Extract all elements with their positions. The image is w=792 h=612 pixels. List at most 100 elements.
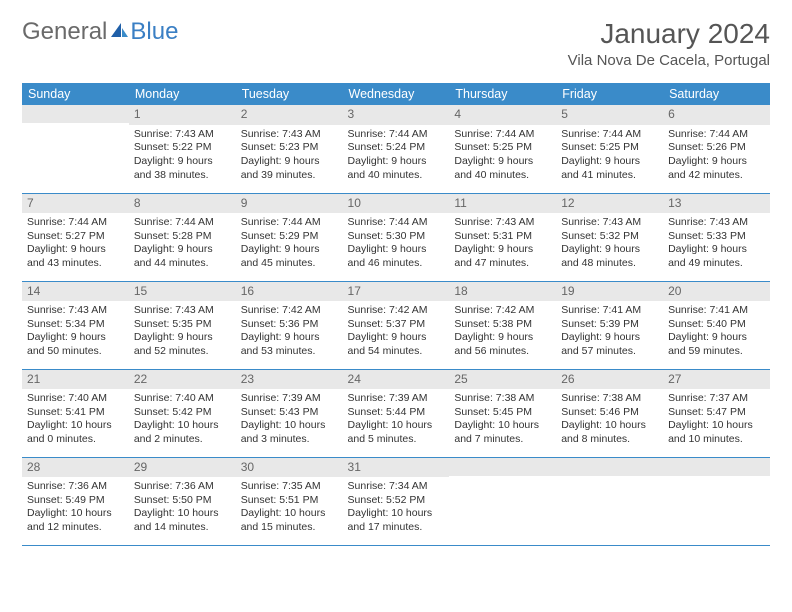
page-title: January 2024 (568, 18, 770, 50)
day-number: 13 (663, 194, 770, 214)
calendar-cell: 7Sunrise: 7:44 AMSunset: 5:27 PMDaylight… (22, 193, 129, 281)
calendar-cell: 21Sunrise: 7:40 AMSunset: 5:41 PMDayligh… (22, 369, 129, 457)
calendar-cell: 20Sunrise: 7:41 AMSunset: 5:40 PMDayligh… (663, 281, 770, 369)
day-number (449, 458, 556, 476)
day-number: 26 (556, 370, 663, 390)
day-line: Daylight: 10 hours (668, 419, 765, 433)
logo-text-general: General (22, 18, 107, 46)
day-line: Sunrise: 7:42 AM (241, 304, 338, 318)
day-line: Sunrise: 7:44 AM (454, 128, 551, 142)
day-line: Sunrise: 7:41 AM (668, 304, 765, 318)
day-line: Daylight: 9 hours (241, 155, 338, 169)
day-line: and 47 minutes. (454, 257, 551, 271)
calendar-cell: 10Sunrise: 7:44 AMSunset: 5:30 PMDayligh… (343, 193, 450, 281)
calendar-cell: 27Sunrise: 7:37 AMSunset: 5:47 PMDayligh… (663, 369, 770, 457)
day-line: Sunrise: 7:44 AM (134, 216, 231, 230)
day-line: Sunset: 5:33 PM (668, 230, 765, 244)
day-line: Sunrise: 7:44 AM (348, 216, 445, 230)
day-line: Sunrise: 7:43 AM (134, 304, 231, 318)
calendar-cell (449, 457, 556, 545)
day-line: Sunset: 5:28 PM (134, 230, 231, 244)
day-number: 4 (449, 105, 556, 125)
day-line: Sunrise: 7:42 AM (348, 304, 445, 318)
day-line: Sunset: 5:22 PM (134, 141, 231, 155)
calendar-cell: 2Sunrise: 7:43 AMSunset: 5:23 PMDaylight… (236, 105, 343, 193)
day-content: Sunrise: 7:37 AMSunset: 5:47 PMDaylight:… (663, 389, 770, 451)
day-line: Daylight: 9 hours (241, 243, 338, 257)
day-line: Sunset: 5:23 PM (241, 141, 338, 155)
day-line: and 40 minutes. (454, 169, 551, 183)
day-number: 21 (22, 370, 129, 390)
day-line: Daylight: 9 hours (561, 243, 658, 257)
day-content: Sunrise: 7:41 AMSunset: 5:39 PMDaylight:… (556, 301, 663, 363)
day-line: Daylight: 10 hours (241, 419, 338, 433)
calendar-cell: 30Sunrise: 7:35 AMSunset: 5:51 PMDayligh… (236, 457, 343, 545)
day-line: Daylight: 9 hours (348, 243, 445, 257)
day-number: 29 (129, 458, 236, 478)
day-line: and 42 minutes. (668, 169, 765, 183)
calendar-cell: 29Sunrise: 7:36 AMSunset: 5:50 PMDayligh… (129, 457, 236, 545)
location-subtitle: Vila Nova De Cacela, Portugal (568, 52, 770, 69)
weekday-header: Monday (129, 83, 236, 105)
day-line: Sunrise: 7:44 AM (668, 128, 765, 142)
day-line: and 40 minutes. (348, 169, 445, 183)
calendar-cell: 8Sunrise: 7:44 AMSunset: 5:28 PMDaylight… (129, 193, 236, 281)
day-line: Daylight: 10 hours (454, 419, 551, 433)
day-line: Sunrise: 7:43 AM (134, 128, 231, 142)
calendar-cell (663, 457, 770, 545)
day-line: Sunset: 5:31 PM (454, 230, 551, 244)
day-line: and 3 minutes. (241, 433, 338, 447)
day-line: Daylight: 9 hours (27, 331, 124, 345)
calendar-cell: 19Sunrise: 7:41 AMSunset: 5:39 PMDayligh… (556, 281, 663, 369)
day-line: Sunset: 5:24 PM (348, 141, 445, 155)
day-number: 11 (449, 194, 556, 214)
day-content: Sunrise: 7:42 AMSunset: 5:37 PMDaylight:… (343, 301, 450, 363)
logo-text-blue: Blue (130, 18, 178, 46)
day-line: Sunset: 5:25 PM (561, 141, 658, 155)
calendar-cell: 26Sunrise: 7:38 AMSunset: 5:46 PMDayligh… (556, 369, 663, 457)
day-line: Daylight: 10 hours (134, 507, 231, 521)
weekday-header: Wednesday (343, 83, 450, 105)
day-line: and 57 minutes. (561, 345, 658, 359)
day-line: Sunset: 5:42 PM (134, 406, 231, 420)
weekday-header: Sunday (22, 83, 129, 105)
day-content: Sunrise: 7:44 AMSunset: 5:30 PMDaylight:… (343, 213, 450, 275)
day-line: and 14 minutes. (134, 521, 231, 535)
day-line: and 15 minutes. (241, 521, 338, 535)
day-content: Sunrise: 7:36 AMSunset: 5:50 PMDaylight:… (129, 477, 236, 539)
day-line: Sunrise: 7:37 AM (668, 392, 765, 406)
calendar-table: Sunday Monday Tuesday Wednesday Thursday… (22, 83, 770, 546)
day-content: Sunrise: 7:34 AMSunset: 5:52 PMDaylight:… (343, 477, 450, 539)
day-line: Sunrise: 7:39 AM (241, 392, 338, 406)
day-content: Sunrise: 7:44 AMSunset: 5:24 PMDaylight:… (343, 125, 450, 187)
day-line: Sunset: 5:26 PM (668, 141, 765, 155)
day-content: Sunrise: 7:39 AMSunset: 5:44 PMDaylight:… (343, 389, 450, 451)
day-line: Sunset: 5:47 PM (668, 406, 765, 420)
day-content: Sunrise: 7:43 AMSunset: 5:31 PMDaylight:… (449, 213, 556, 275)
day-line: and 53 minutes. (241, 345, 338, 359)
day-line: Daylight: 9 hours (134, 243, 231, 257)
day-line: Sunrise: 7:39 AM (348, 392, 445, 406)
day-line: Daylight: 10 hours (27, 507, 124, 521)
day-content: Sunrise: 7:44 AMSunset: 5:29 PMDaylight:… (236, 213, 343, 275)
day-line: and 59 minutes. (668, 345, 765, 359)
logo: General Blue (22, 18, 178, 46)
day-content: Sunrise: 7:35 AMSunset: 5:51 PMDaylight:… (236, 477, 343, 539)
day-line: Sunset: 5:41 PM (27, 406, 124, 420)
header: General Blue January 2024 Vila Nova De C… (22, 18, 770, 69)
day-number: 30 (236, 458, 343, 478)
day-number: 5 (556, 105, 663, 125)
weekday-header: Tuesday (236, 83, 343, 105)
day-line: Sunrise: 7:36 AM (134, 480, 231, 494)
calendar-cell (556, 457, 663, 545)
day-line: Sunrise: 7:35 AM (241, 480, 338, 494)
day-content: Sunrise: 7:43 AMSunset: 5:22 PMDaylight:… (129, 125, 236, 187)
day-line: and 8 minutes. (561, 433, 658, 447)
day-line: Daylight: 10 hours (348, 507, 445, 521)
day-line: Sunset: 5:43 PM (241, 406, 338, 420)
day-line: Daylight: 9 hours (454, 331, 551, 345)
day-line: Daylight: 10 hours (348, 419, 445, 433)
day-number: 2 (236, 105, 343, 125)
day-line: Sunset: 5:45 PM (454, 406, 551, 420)
day-content: Sunrise: 7:44 AMSunset: 5:25 PMDaylight:… (449, 125, 556, 187)
